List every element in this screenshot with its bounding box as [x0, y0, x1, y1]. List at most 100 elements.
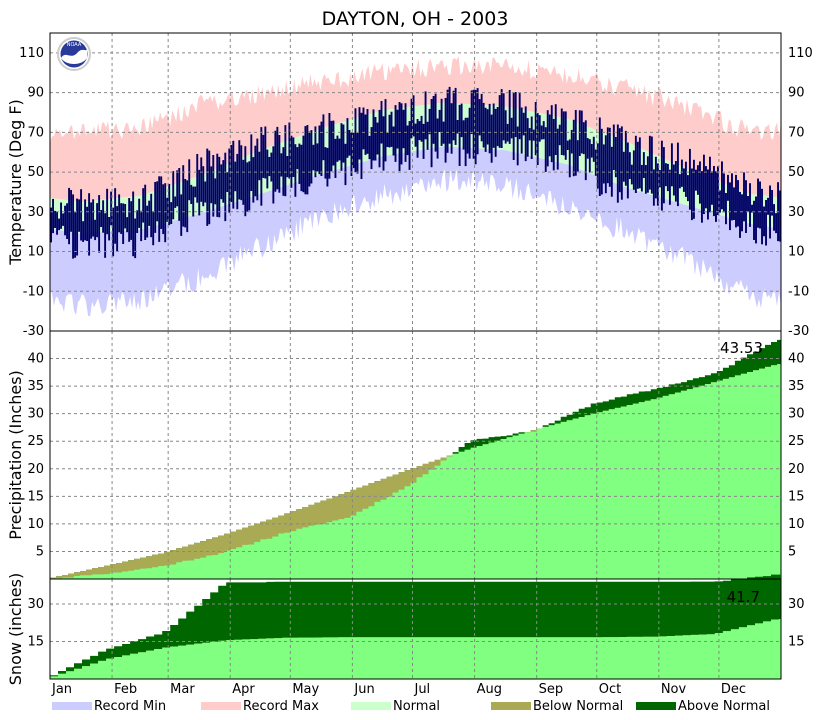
- actual-temperature-bar: [763, 206, 765, 237]
- month-label-oct: Oct: [599, 682, 621, 697]
- month-label-aug: Aug: [477, 682, 502, 697]
- actual-temperature-bar: [190, 184, 193, 204]
- precipitation-tick-label-right: 20: [788, 462, 805, 477]
- actual-temperature-bar: [634, 135, 637, 193]
- actual-temperature-bar: [444, 98, 447, 163]
- actual-temperature-bar: [592, 136, 595, 162]
- actual-temperature-bar: [386, 132, 389, 147]
- actual-temperature-bar: [292, 137, 295, 177]
- actual-temperature-bar: [220, 164, 223, 200]
- actual-temperature-bar: [276, 126, 279, 190]
- actual-temperature-bar: [336, 135, 339, 162]
- legend-label: Record Min: [94, 699, 166, 714]
- month-label-apr: Apr: [232, 682, 255, 697]
- precipitation-tick-label-right: 25: [788, 434, 805, 449]
- actual-temperature-bar: [90, 202, 93, 239]
- actual-temperature-bar: [644, 165, 647, 194]
- actual-temperature-bar: [266, 149, 269, 189]
- actual-temperature-bar: [146, 205, 149, 238]
- actual-temperature-bar: [568, 139, 571, 178]
- actual-temperature-bar: [324, 147, 327, 179]
- actual-temperature-bar: [554, 104, 557, 155]
- actual-temperature-bar: [362, 107, 365, 150]
- legend-label: Normal: [393, 699, 440, 714]
- actual-temperature-bar: [50, 207, 52, 243]
- actual-temperature-bar: [82, 221, 85, 242]
- actual-temperature-bar: [486, 109, 489, 145]
- actual-temperature-bar: [520, 107, 523, 154]
- actual-temperature-bar: [154, 182, 157, 233]
- actual-temperature-bar: [288, 122, 291, 179]
- actual-temperature-bar: [250, 134, 253, 191]
- precipitation-tick-label-right: 35: [788, 379, 805, 394]
- actual-temperature-bar: [612, 124, 615, 170]
- actual-temperature-bar: [236, 153, 239, 210]
- actual-temperature-bar: [562, 111, 565, 156]
- actual-temperature-bar: [138, 198, 141, 228]
- actual-temperature-bar: [260, 127, 263, 206]
- actual-temperature-bar: [284, 125, 287, 197]
- actual-temperature-bar: [210, 166, 213, 204]
- temperature-tick-label-right: 110: [788, 46, 813, 61]
- actual-temperature-bar: [723, 173, 725, 213]
- actual-temperature-bar: [504, 110, 507, 144]
- actual-temperature-bar: [580, 110, 583, 154]
- temperature-tick-label-right: 30: [788, 205, 805, 220]
- actual-temperature-bar: [570, 129, 573, 154]
- actual-temperature-bar: [134, 218, 137, 259]
- actual-temperature-bar: [162, 184, 165, 235]
- actual-temperature-bar: [270, 152, 273, 182]
- actual-temperature-bar: [136, 210, 139, 233]
- snow-tick-label-left: 30: [27, 597, 44, 612]
- actual-temperature-bar: [350, 132, 353, 176]
- temperature-tick-label-left: 30: [27, 205, 44, 220]
- actual-temperature-bar: [462, 120, 465, 150]
- actual-temperature-bar: [78, 199, 81, 232]
- actual-temperature-bar: [238, 140, 241, 200]
- actual-temperature-bar: [100, 210, 103, 227]
- actual-temperature-bar: [434, 93, 437, 152]
- temperature-tick-label-left: 110: [19, 46, 44, 61]
- actual-temperature-bar: [54, 210, 57, 228]
- actual-temperature-bar: [628, 152, 631, 180]
- actual-temperature-bar: [122, 203, 125, 244]
- month-label-jun: Jun: [353, 682, 374, 697]
- actual-temperature-bar: [408, 121, 411, 170]
- actual-temperature-bar: [707, 169, 709, 220]
- actual-temperature-bar: [358, 107, 361, 160]
- actual-temperature-bar: [346, 118, 349, 158]
- actual-temperature-bar: [186, 180, 189, 233]
- actual-temperature-bar: [364, 114, 367, 155]
- actual-temperature-bar: [140, 210, 143, 242]
- actual-temperature-bar: [74, 212, 77, 258]
- actual-temperature-bar: [512, 92, 515, 160]
- actual-temperature-bar: [230, 145, 233, 203]
- actual-temperature-bar: [482, 102, 485, 148]
- actual-temperature-bar: [412, 95, 415, 137]
- actual-temperature-bar: [174, 196, 177, 208]
- actual-temperature-bar: [664, 163, 667, 187]
- noaa-logo-icon: NOAA: [57, 37, 91, 71]
- actual-temperature-bar: [436, 118, 439, 159]
- actual-temperature-bar: [308, 131, 311, 187]
- actual-temperature-bar: [180, 194, 183, 236]
- precipitation-total-label: 43.53: [720, 339, 763, 357]
- actual-temperature-bar: [158, 176, 161, 242]
- snow-panel-frame: [49, 578, 782, 680]
- temperature-tick-label-left: 50: [27, 165, 44, 180]
- actual-temperature-bar: [352, 132, 355, 169]
- legend-swatch: [351, 702, 391, 710]
- actual-temperature-bar: [286, 156, 289, 178]
- actual-temperature-bar: [540, 125, 543, 140]
- actual-temperature-bar: [318, 125, 321, 175]
- actual-temperature-bar: [674, 161, 677, 202]
- actual-temperature-bar: [753, 200, 755, 240]
- actual-temperature-bar: [550, 105, 553, 163]
- actual-temperature-bar: [150, 193, 153, 238]
- actual-temperature-bar: [226, 172, 229, 192]
- actual-temperature-bar: [516, 126, 519, 166]
- precipitation-tick-label-right: 10: [788, 517, 805, 532]
- actual-temperature-bar: [340, 123, 343, 171]
- actual-temperature-bar: [208, 150, 211, 225]
